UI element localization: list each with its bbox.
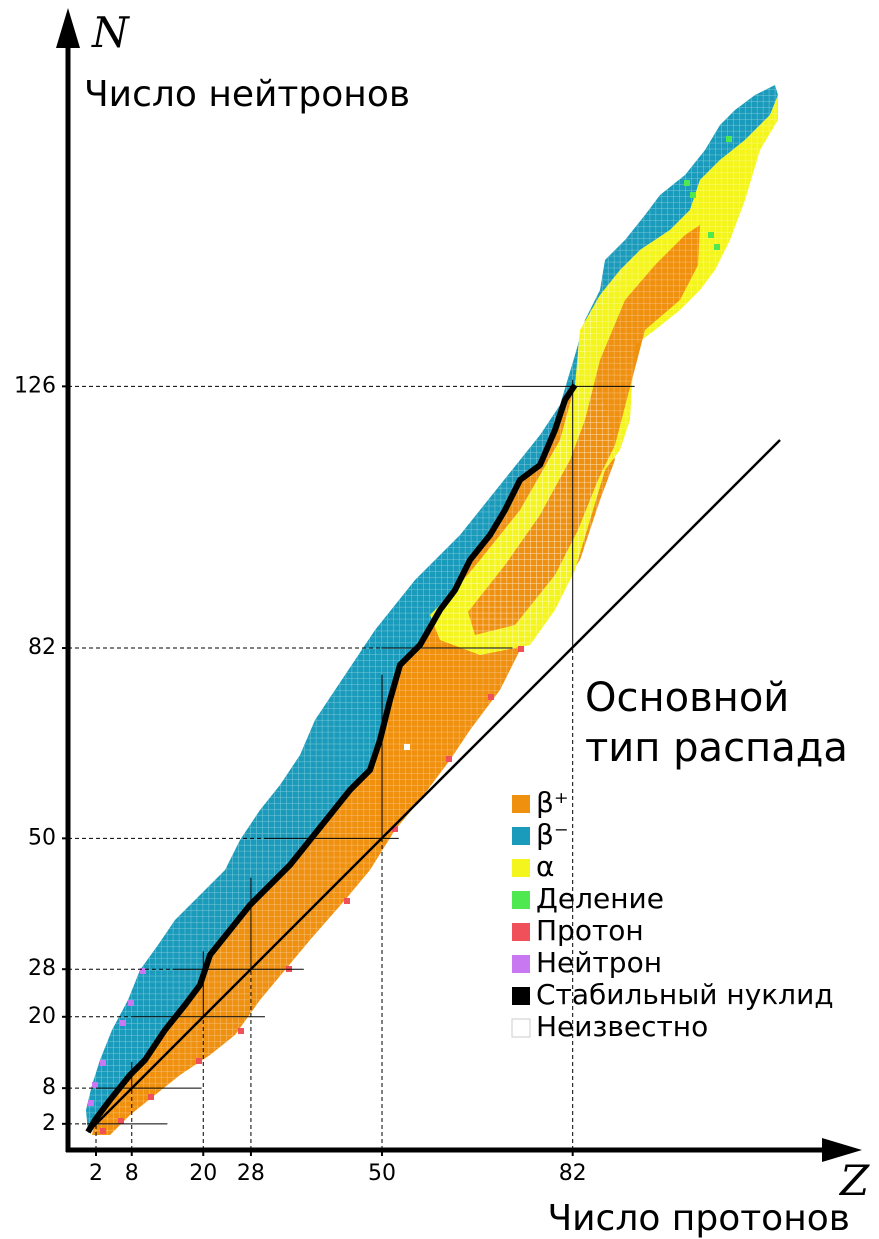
x-axis-label: Число протонов	[547, 1198, 850, 1239]
legend-swatch	[512, 795, 530, 813]
x-tick-label: 8	[125, 1161, 139, 1186]
x-tick-label: 2	[89, 1161, 103, 1186]
legend-swatch	[512, 923, 530, 941]
y-axis-label: Число нейтронов	[84, 74, 410, 115]
legend-label: β⁺	[536, 786, 569, 819]
legend-label: Деление	[536, 882, 664, 915]
y-symbol: N	[91, 8, 130, 57]
y-tick-label: 8	[42, 1075, 56, 1100]
x-tick-label: 82	[559, 1161, 587, 1186]
x-tick-label: 28	[237, 1161, 265, 1186]
legend-label: Неизвестно	[536, 1010, 708, 1043]
legend-swatch	[512, 955, 530, 973]
y-tick-label: 82	[28, 635, 56, 660]
legend-label: Стабильный нуклид	[536, 978, 834, 1011]
legend-swatch	[512, 827, 530, 845]
x-arrow	[822, 1138, 862, 1162]
y-tick-label: 2	[42, 1111, 56, 1136]
y-tick-label: 28	[28, 956, 56, 981]
x-symbol: Z	[838, 1156, 870, 1205]
y-tick-label: 20	[28, 1004, 56, 1029]
legend-swatch	[512, 987, 530, 1005]
y-tick-label: 126	[14, 373, 56, 398]
legend-label: α	[536, 850, 554, 883]
legend-swatch	[512, 859, 530, 877]
y-arrow	[56, 8, 80, 48]
legend-label: Протон	[536, 914, 644, 947]
y-tick-label: 50	[28, 825, 56, 850]
x-tick-label: 20	[189, 1161, 217, 1186]
legend-title: тип распада	[585, 725, 848, 771]
x-tick-label: 50	[368, 1161, 396, 1186]
axes	[65, 40, 830, 1153]
legend-label: Нейтрон	[536, 946, 662, 979]
legend-label: β⁻	[536, 818, 569, 851]
legend-swatch	[511, 1018, 531, 1038]
legend-swatch	[512, 891, 530, 909]
legend-title: Основной	[585, 675, 789, 721]
